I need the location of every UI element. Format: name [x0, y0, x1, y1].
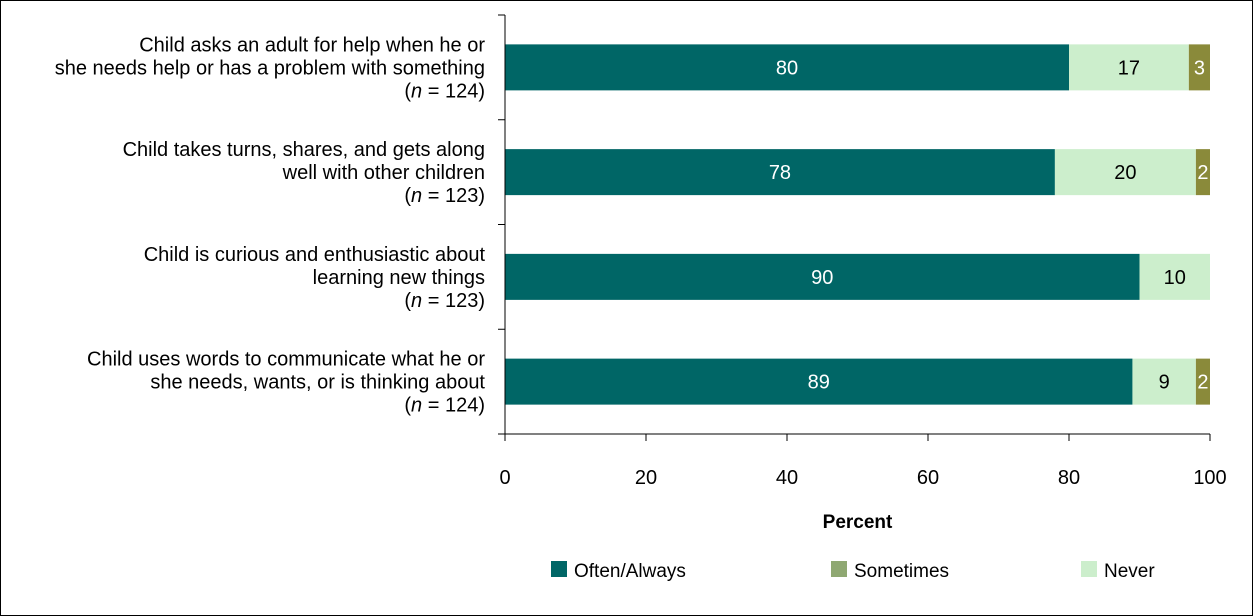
bar-value-label: 3 — [1194, 57, 1205, 79]
category-label-text: she needs, wants, or is thinking about — [150, 372, 485, 394]
category-label-line: she needs, wants, or is thinking about — [150, 372, 485, 394]
category-label-line: Child takes turns, shares, and gets alon… — [123, 139, 485, 161]
category-label-line: Child is curious and enthusiastic about — [144, 244, 486, 266]
x-tick-label: 100 — [1193, 467, 1226, 489]
category-label-text: n — [411, 290, 422, 312]
category-label-text: ( — [404, 290, 411, 312]
bar-value-label: 80 — [776, 57, 798, 79]
x-axis-title: Percent — [823, 512, 893, 533]
axes: 0 20 40 60 80 100 — [498, 14, 1227, 489]
category-label-text: = 124) — [422, 395, 485, 417]
bar-segment — [1139, 253, 1210, 300]
legend-label: Never — [1104, 561, 1155, 582]
x-tick-label: 40 — [776, 467, 798, 489]
category-label-line: learning new things — [313, 267, 485, 289]
category-label-text: n — [411, 185, 422, 207]
category-label-line: she needs help or has a problem with som… — [55, 57, 485, 79]
bar-value-label: 17 — [1118, 57, 1140, 79]
bar-value-label: 90 — [811, 267, 833, 289]
bar-segment — [1188, 44, 1210, 91]
category-label-text: = 123) — [422, 185, 485, 207]
x-tick-label: 60 — [917, 467, 939, 489]
bar-value-label: 78 — [769, 162, 791, 184]
x-tick-label: 0 — [499, 467, 510, 489]
bar-segment — [1054, 149, 1196, 196]
category-label-text: ( — [404, 395, 411, 417]
category-label-text: well with other children — [282, 162, 485, 184]
category-label-line: (n = 123) — [404, 290, 485, 312]
legend-label: Often/Always — [574, 561, 686, 582]
bar-segment — [505, 253, 1140, 300]
category-label-text: Child takes turns, shares, and gets alon… — [123, 139, 485, 161]
bar-value-label: 89 — [808, 372, 830, 394]
x-tick-label: 20 — [635, 467, 657, 489]
bar-value-label: 2 — [1197, 372, 1208, 394]
category-label-line: Child uses words to communicate what he … — [87, 349, 485, 371]
bar-value-label: 2 — [1197, 162, 1208, 184]
category-label-line: Child asks an adult for help when he or — [139, 34, 485, 56]
category-label-text: Child asks an adult for help when he or — [139, 34, 485, 56]
bar-segment — [1132, 358, 1196, 405]
legend-label: Sometimes — [854, 561, 949, 582]
x-tick-label: 80 — [1058, 467, 1080, 489]
category-label-text: n — [411, 80, 422, 102]
legend: Often/Always Sometimes Never — [551, 561, 1155, 582]
category-label-line: well with other children — [282, 162, 485, 184]
bar-value-label: 9 — [1159, 372, 1170, 394]
bar-segment — [505, 44, 1069, 91]
category-label-text: she needs help or has a problem with som… — [55, 57, 485, 79]
legend-swatch — [1081, 561, 1097, 577]
category-label-text: ( — [404, 185, 411, 207]
category-label-line: (n = 124) — [404, 395, 485, 417]
bar-value-label: 20 — [1114, 162, 1136, 184]
legend-swatch — [831, 561, 847, 577]
bar-segment — [1195, 358, 1210, 405]
category-labels: Child asks an adult for help when he ors… — [55, 34, 486, 416]
category-label-text: = 124) — [422, 80, 485, 102]
legend-swatch — [551, 561, 567, 577]
category-label-text: ( — [404, 80, 411, 102]
category-label-text: Child is curious and enthusiastic about — [144, 244, 486, 266]
category-label-text: = 123) — [422, 290, 485, 312]
bar-value-label: 10 — [1164, 267, 1186, 289]
category-label-text: n — [411, 395, 422, 417]
category-label-text: Child uses words to communicate what he … — [87, 349, 485, 371]
category-label-line: (n = 123) — [404, 185, 485, 207]
bars: 80 17 3 78 20 2 90 10 89 9 2 — [505, 44, 1210, 405]
bar-segment — [1195, 149, 1210, 196]
bar-segment — [505, 358, 1133, 405]
category-label-line: (n = 124) — [404, 80, 485, 102]
bar-segment — [1069, 44, 1189, 91]
bar-segment — [505, 149, 1055, 196]
category-label-text: learning new things — [313, 267, 485, 289]
